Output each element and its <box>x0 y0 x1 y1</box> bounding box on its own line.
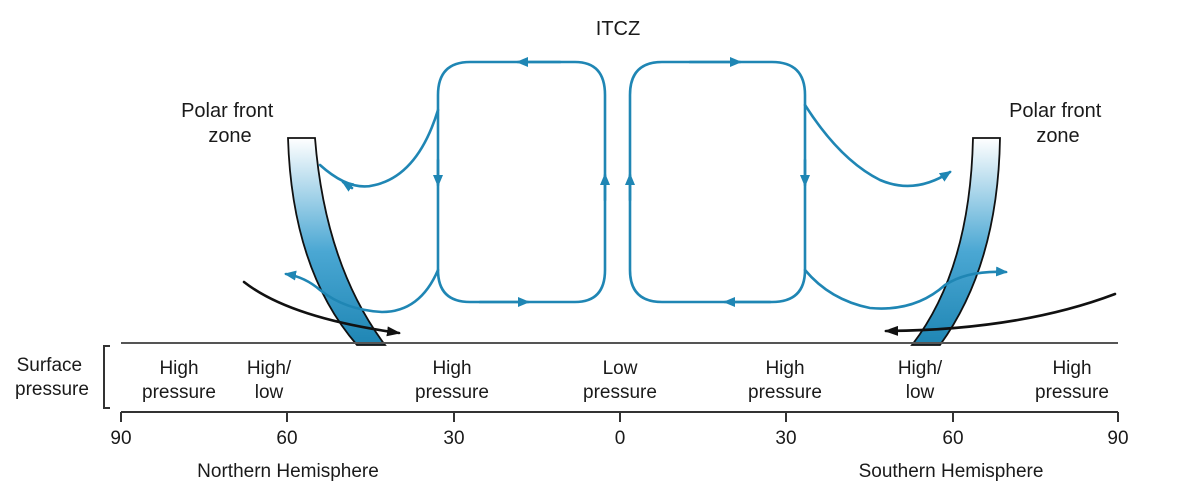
pressure-zone-label-line: High/ <box>247 358 292 379</box>
pressure-zone-label-line: High <box>765 358 804 379</box>
pressure-zone-label: High pressure <box>748 358 822 403</box>
southern-hemisphere-label: Southern Hemisphere <box>859 461 1044 482</box>
polar-front-label-right-line1: Polar front <box>1009 100 1102 122</box>
latitude-ticks: 90 60 30 0 30 60 90 <box>110 412 1129 449</box>
latitude-tick-label: 30 <box>443 428 464 449</box>
pressure-zone-label: High/low <box>247 358 292 403</box>
itcz-label: ITCZ <box>596 18 640 40</box>
latitude-tick-label: 0 <box>615 428 626 449</box>
pressure-zones: High pressure High/low High pressure Low press… <box>142 358 1109 403</box>
polar-front-band-right <box>910 137 1001 346</box>
latitude-tick-label: 90 <box>1107 428 1128 449</box>
polar-front-label-left-line1: Polar front <box>181 100 274 122</box>
pressure-zone-label-line: pressure <box>1035 382 1109 403</box>
pressure-zone-label-line: pressure <box>748 382 822 403</box>
surface-wind-right <box>884 292 1117 336</box>
polar-front-label-right-line2: zone <box>1036 125 1079 147</box>
latitude-tick-label: 30 <box>775 428 796 449</box>
polar-front-label-left: Polar front zone <box>181 100 279 147</box>
pressure-zone-label-line: High <box>1052 358 1091 379</box>
polar-front-label-right: Polar front zone <box>1009 100 1107 147</box>
pressure-zone-label-line: pressure <box>583 382 657 403</box>
latitude-tick-label: 90 <box>110 428 131 449</box>
pressure-zone-label-line: pressure <box>415 382 489 403</box>
ferrel-flow-right-upper <box>803 103 952 188</box>
pressure-zone-label-line: High <box>432 358 471 379</box>
ferrel-flow-left-upper <box>318 108 440 188</box>
northern-hemisphere-label: Northern Hemisphere <box>197 461 379 482</box>
pressure-zone-label: Low pressure <box>583 358 657 403</box>
pressure-zone-label-line: low <box>255 382 284 403</box>
pressure-zone-label-line: High <box>159 358 198 379</box>
pressure-zone-label: High pressure <box>142 358 216 403</box>
pressure-zone-label-line: High/ <box>898 358 943 379</box>
pressure-zone-label: High pressure <box>415 358 489 403</box>
hadley-cell-right <box>628 60 807 304</box>
pressure-zone-label-line: Low <box>603 358 638 379</box>
pressure-zone-label-line: pressure <box>142 382 216 403</box>
pressure-zone-label: High/low <box>898 358 943 403</box>
surface-wind-left <box>242 280 401 337</box>
surface-pressure-bracket <box>103 345 110 409</box>
hadley-cell-left <box>436 60 607 304</box>
polar-front-band-left <box>287 137 387 346</box>
latitude-tick-label: 60 <box>942 428 963 449</box>
ferrel-flow-left-upper-arrowhead <box>341 180 355 192</box>
ferrel-flow-left-lower <box>284 268 440 314</box>
pressure-zone-label: High pressure <box>1035 358 1109 403</box>
surface-pressure-label: Surface pressure <box>15 355 89 400</box>
polar-front-label-left-line2: zone <box>208 125 251 147</box>
latitude-tick-label: 60 <box>276 428 297 449</box>
pressure-zone-label-line: low <box>906 382 935 403</box>
surface-pressure-label-line1: Surface <box>17 355 82 376</box>
ferrel-flow-right-lower <box>803 266 1008 310</box>
surface-pressure-label-line2: pressure <box>15 379 89 400</box>
